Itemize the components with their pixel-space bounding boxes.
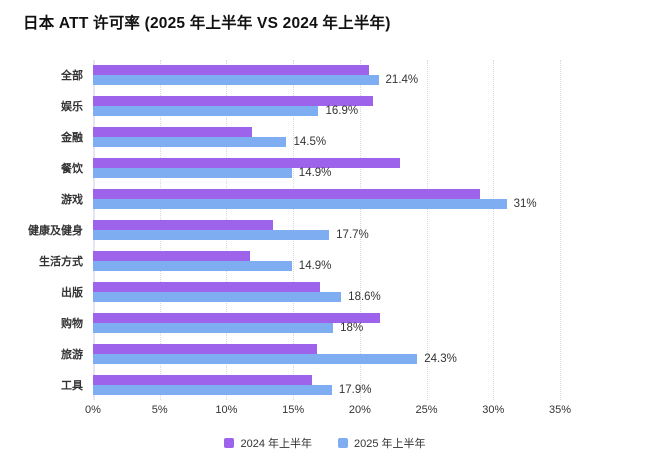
bar-rows: 全部 21.4% 娱乐 16.9% 金融 14.5% 餐饮 14.9% 游戏 31% 健康及健身 17… [28, 60, 560, 400]
bar-2024 [93, 343, 318, 354]
grid-line [493, 60, 495, 400]
x-axis: 0% 5% 10% 15% 20% 25% 30% 35% [85, 404, 571, 418]
category-label: 游戏 [61, 194, 83, 207]
chart-row: 生活方式 14.9% [39, 250, 560, 272]
grid-line [560, 60, 561, 400]
value-label: 17.9% [338, 383, 372, 396]
x-tick-label: 0% [85, 404, 101, 416]
bar-2025 [93, 322, 334, 333]
legend-label: 2024 年上半年 [240, 438, 312, 450]
value-label: 14.9% [298, 259, 332, 272]
bar-2025 [93, 229, 330, 240]
value-label: 18% [340, 321, 364, 334]
category-label: 健康及健身 [28, 224, 83, 237]
bar-2024 [93, 65, 370, 76]
bar-2024 [93, 281, 320, 292]
bar-2025 [93, 384, 332, 395]
x-tick-label: 5% [151, 404, 168, 416]
x-tick-label: 10% [215, 404, 238, 416]
legend: 2024 年上半年 2025 年上半年 [0, 435, 650, 451]
x-tick-label: 15% [282, 404, 305, 416]
x-tick-label: 25% [415, 404, 438, 416]
chart-row: 健康及健身 17.7% [28, 219, 560, 241]
grid-line [426, 60, 428, 400]
category-label: 餐饮 [61, 163, 83, 176]
chart-row: 餐饮 14.9% [61, 158, 560, 180]
bar-2025 [93, 260, 292, 271]
x-tick-label: 20% [348, 404, 371, 416]
bar-2025 [93, 106, 319, 117]
bar-2025 [93, 168, 292, 179]
value-label: 17.7% [336, 228, 369, 241]
bar-2024 [93, 219, 274, 230]
grid-line [359, 60, 361, 400]
chart-row: 购物 18% [61, 312, 560, 334]
chart-row: 游戏 31% [61, 189, 560, 211]
category-label: 娱乐 [61, 101, 83, 114]
bar-2025 [93, 291, 342, 302]
legend-swatch-icon [224, 438, 235, 448]
legend-item: 2024 年上半年 [224, 435, 312, 451]
value-label: 24.3% [424, 352, 457, 365]
chart-row: 娱乐 16.9% [61, 96, 560, 118]
category-label: 金融 [61, 132, 83, 145]
chart-row: 工具 17.9% [61, 374, 560, 396]
chart-row: 金融 14.5% [61, 127, 560, 149]
bar-2025 [93, 199, 507, 210]
legend-item: 2025 年上半年 [338, 435, 426, 451]
bar-2024 [93, 158, 400, 169]
bar-2024 [93, 250, 251, 261]
bar-2024 [93, 312, 380, 323]
bar-2024 [93, 189, 480, 200]
value-label: 16.9% [325, 105, 359, 118]
value-label: 31% [513, 198, 537, 211]
category-label: 出版 [61, 286, 83, 299]
bar-2025 [93, 137, 287, 148]
value-label: 14.5% [293, 136, 327, 149]
value-label: 21.4% [385, 74, 419, 87]
chart-row: 全部 21.4% [61, 65, 560, 87]
bar-2025 [93, 353, 418, 364]
category-label: 购物 [61, 317, 83, 330]
bar-2025 [93, 75, 379, 86]
bar-2024 [93, 127, 252, 138]
value-label: 14.9% [298, 167, 332, 180]
value-label: 18.6% [348, 290, 381, 303]
plot-area: 全部 21.4% 娱乐 16.9% 金融 14.5% 餐饮 14.9% 游戏 31% 健康及健身 17… [28, 60, 561, 400]
category-label: 工具 [61, 379, 83, 392]
chart-title: 日本 ATT 许可率 (2025 年上半年 VS 2024 年上半年) [23, 15, 391, 32]
category-label: 全部 [61, 70, 83, 83]
chart-row: 旅游 24.3% [61, 343, 560, 365]
bar-2024 [93, 96, 374, 107]
chart-row: 出版 18.6% [61, 281, 560, 303]
x-tick-label: 30% [482, 404, 505, 416]
category-label: 旅游 [61, 348, 83, 361]
legend-label: 2025 年上半年 [354, 438, 426, 450]
legend-swatch-icon [338, 438, 348, 448]
bar-2024 [93, 374, 312, 385]
x-tick-label: 35% [548, 404, 572, 416]
category-label: 生活方式 [39, 255, 83, 268]
